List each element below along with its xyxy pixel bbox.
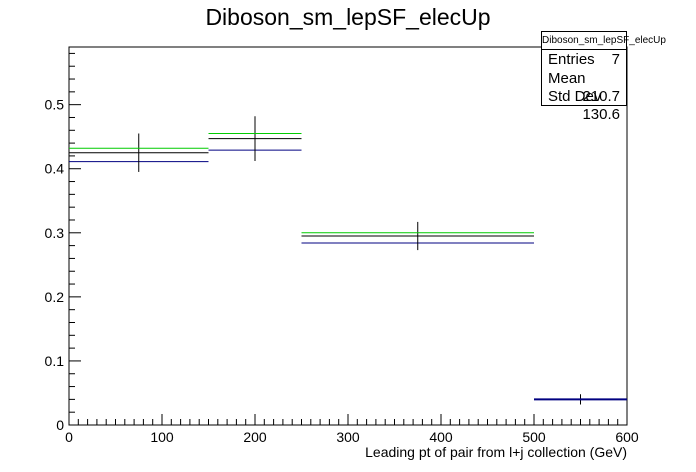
y-tick-label: 0.2 [45, 289, 65, 305]
y-tick-label: 0.3 [45, 225, 65, 241]
x-tick-label: 600 [615, 429, 639, 445]
x-tick-label: 0 [65, 429, 73, 445]
stats-label: Std Dev [548, 88, 602, 105]
x-tick-label: 200 [243, 429, 267, 445]
stats-value: 7 [611, 51, 620, 68]
y-tick-label: 0.1 [45, 353, 65, 369]
stats-value: 210.7 [582, 88, 620, 105]
y-tick-label: 0.4 [45, 161, 65, 177]
stats-label: Entries [548, 51, 595, 68]
stats-row-stddev: Std Dev 130.6 [548, 88, 620, 124]
x-tick-label: 100 [150, 429, 174, 445]
y-tick-label: 0 [56, 417, 64, 433]
chart-title: Diboson_sm_lepSF_elecUp [205, 4, 491, 30]
stats-box-title: Diboson_sm_lepSF_elecUp [542, 32, 666, 50]
x-axis-label: Leading pt of pair from l+j collection (… [365, 444, 627, 460]
x-tick-label: 400 [429, 429, 453, 445]
stats-label: Mean [548, 70, 586, 87]
y-tick-label: 0.5 [45, 97, 65, 113]
stats-box: Diboson_sm_lepSF_elecUp Entries 7 Mean 2… [541, 31, 666, 123]
x-tick-label: 300 [336, 429, 360, 445]
stats-row-entries: Entries 7 [548, 51, 620, 69]
stats-row-mean: Mean 210.7 [548, 70, 620, 106]
x-tick-label: 500 [522, 429, 546, 445]
stats-value: 130.6 [582, 106, 620, 123]
